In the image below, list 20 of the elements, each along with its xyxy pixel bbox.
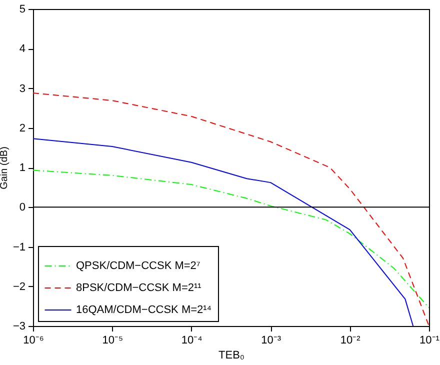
legend-label: 16QAM/CDM−CCSK M=2¹⁴ <box>76 304 212 316</box>
y-axis-title: Gain (dB) <box>0 146 10 190</box>
x-tick-label: 10⁻³ <box>261 334 282 346</box>
x-tick-label: 10⁻⁴ <box>181 334 203 346</box>
y-tick-label: −1 <box>12 241 26 254</box>
y-tick-label: −3 <box>12 320 26 332</box>
y-tick-label: 5 <box>19 4 26 16</box>
legend-label: 8PSK/CDM−CCSK M=2¹¹ <box>76 282 202 294</box>
x-tick-label: 10⁻⁶ <box>23 334 44 346</box>
y-tick-label: 3 <box>19 82 26 95</box>
y-tick-label: 2 <box>19 122 26 134</box>
x-axis-title: TEB₀ <box>218 350 244 362</box>
x-tick-label: 10⁻² <box>340 334 361 346</box>
y-tick-label: 4 <box>19 43 26 56</box>
y-tick-label: 1 <box>19 162 26 174</box>
legend-label: QPSK/CDM−CCSK M=2⁷ <box>76 260 200 272</box>
y-tick-label: −2 <box>12 280 26 293</box>
y-tick-label: 0 <box>19 202 26 214</box>
x-tick-label: 10⁻¹ <box>420 334 440 346</box>
x-tick-label: 10⁻⁵ <box>102 334 124 346</box>
